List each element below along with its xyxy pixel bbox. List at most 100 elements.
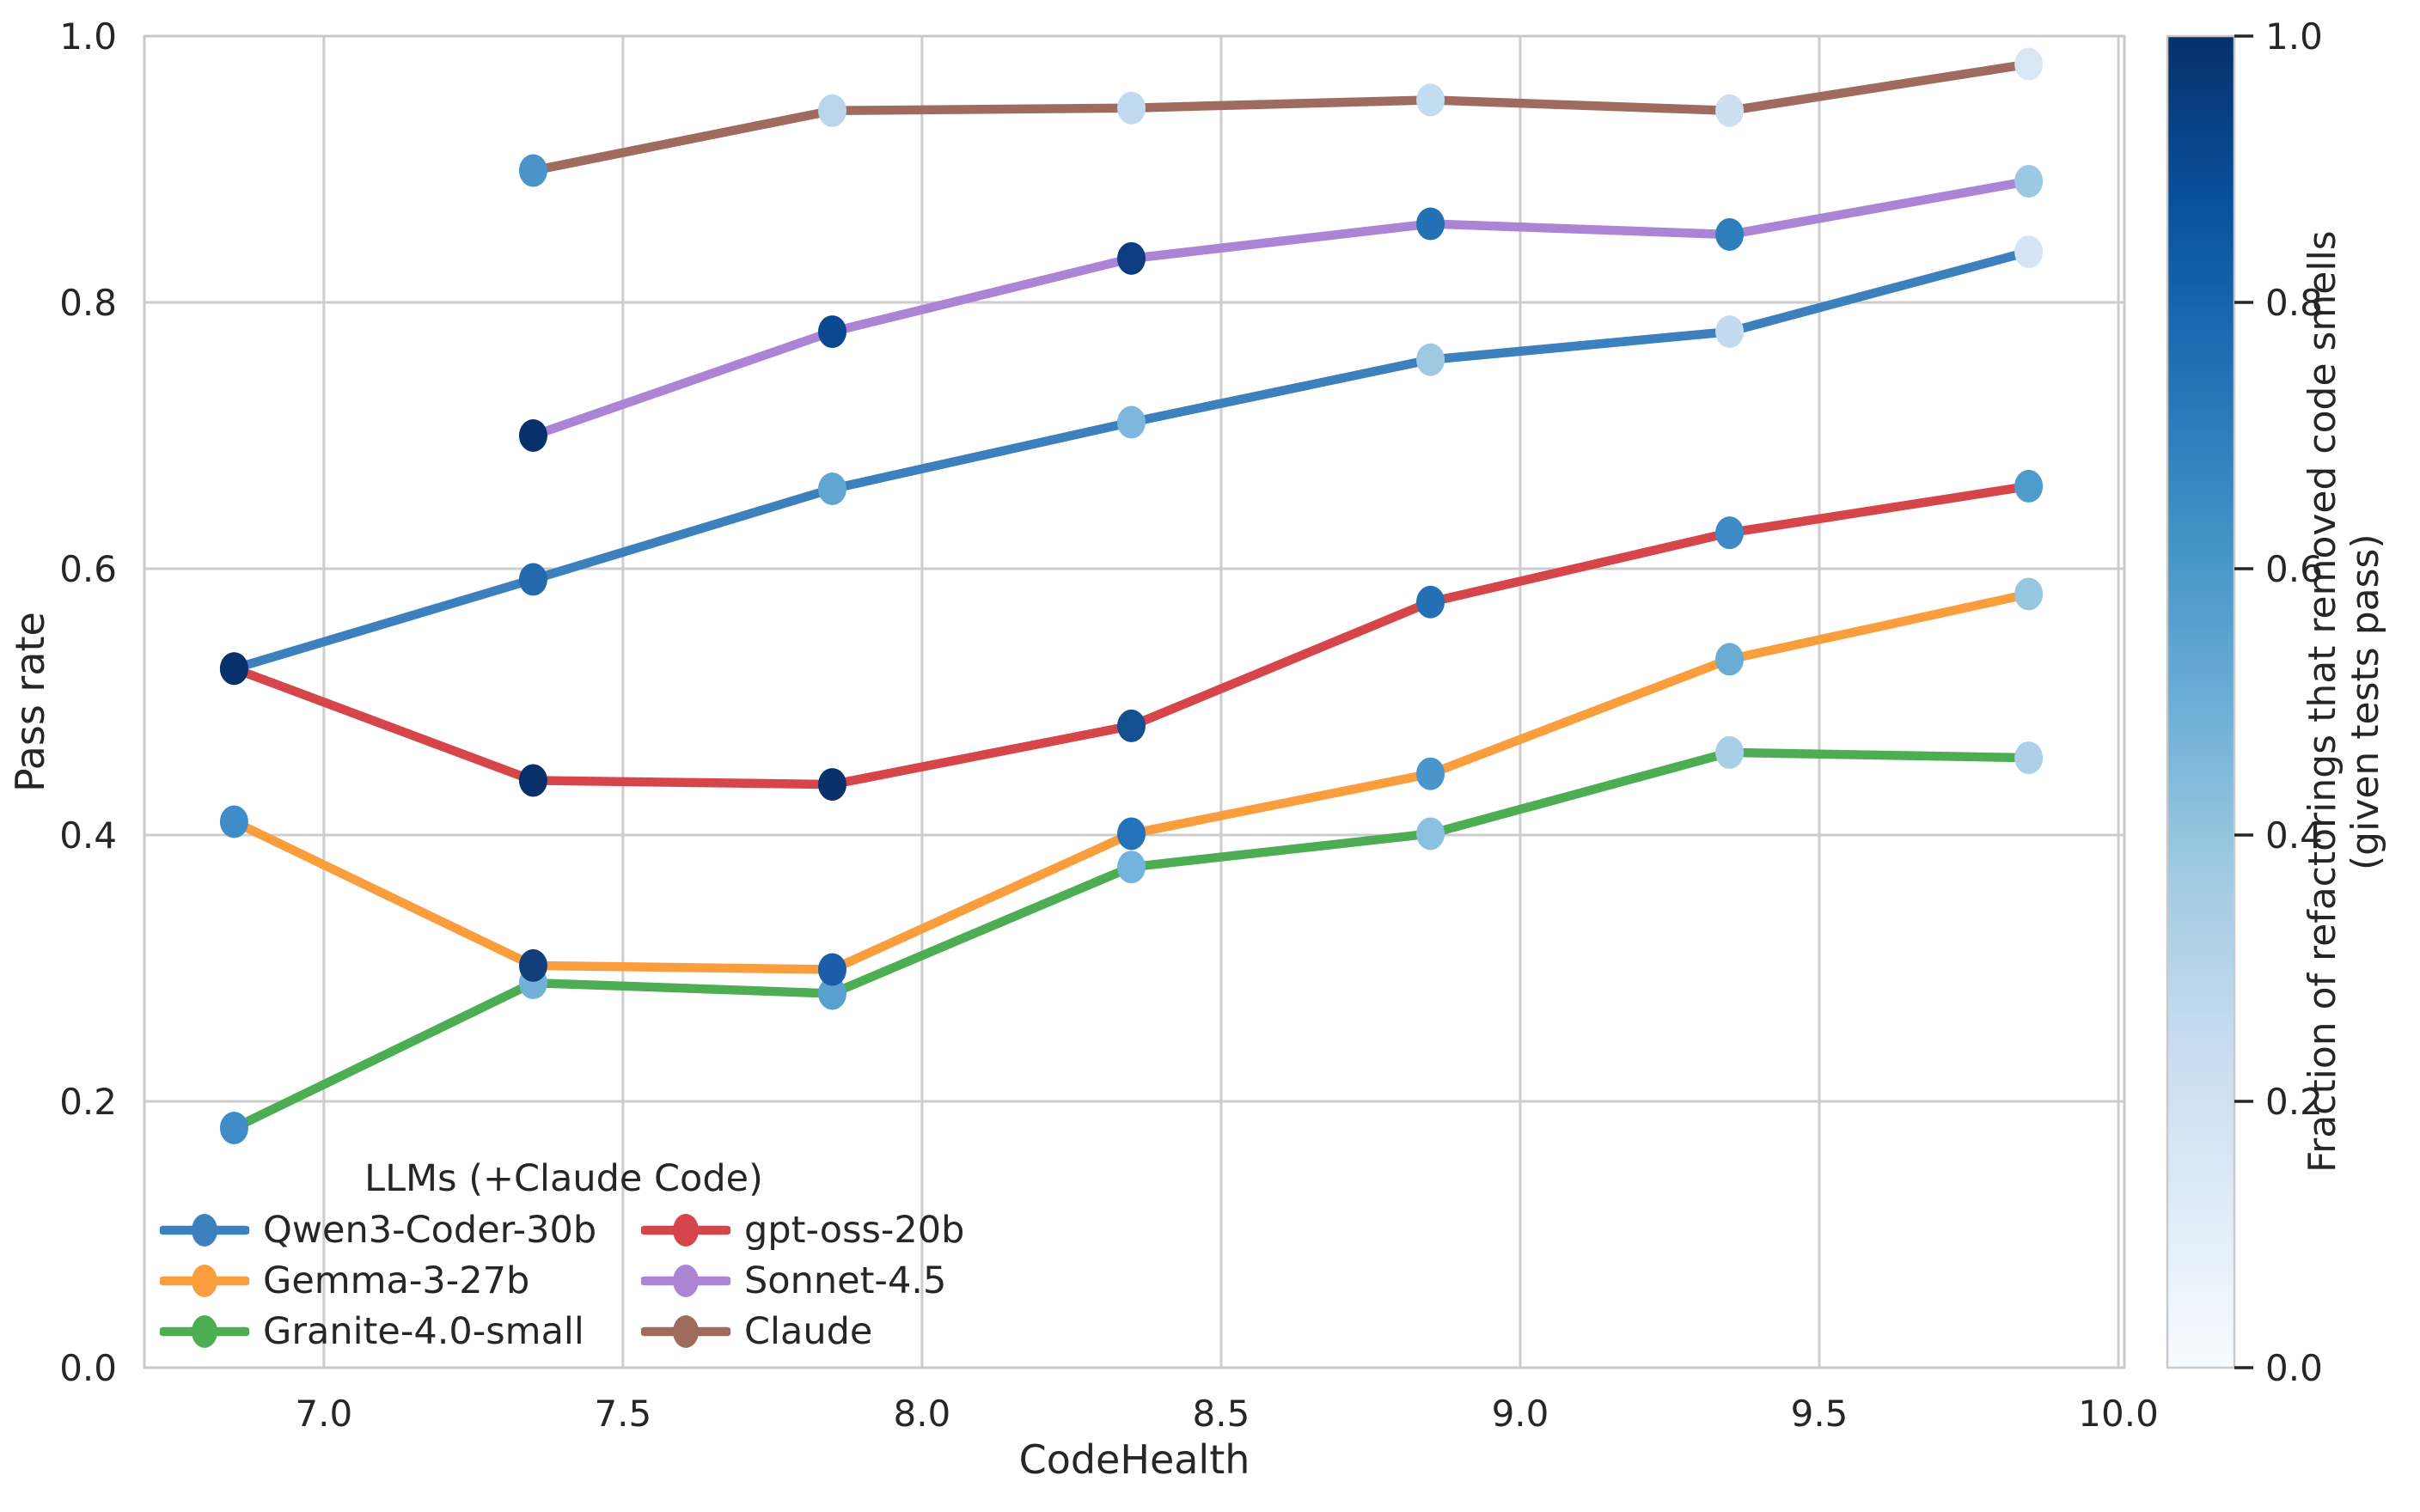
legend-title: LLMs (+Claude Code)	[364, 1157, 763, 1200]
legend-item-gpt-oss-20b: gpt-oss-20b	[641, 1204, 968, 1255]
series-granite-4-0-small	[219, 735, 2044, 1144]
data-point-sonnet-4-5	[1416, 207, 1445, 241]
data-point-qwen3-coder-30b	[518, 563, 547, 596]
data-point-granite-4-0-small	[1715, 735, 1745, 769]
legend-marker-qwen3-coder-30b	[160, 1213, 249, 1247]
legend-marker-gpt-oss-20b	[641, 1213, 730, 1247]
data-point-gemma-3-27b	[2014, 577, 2044, 611]
data-point-claude	[2014, 47, 2044, 81]
legend-item-qwen3-coder-30b: Qwen3-Coder-30b	[160, 1204, 641, 1255]
data-point-granite-4-0-small	[1117, 850, 1146, 884]
data-point-gemma-3-27b	[817, 953, 846, 986]
series-line-granite-4-0-small	[229, 747, 2033, 1133]
data-point-claude	[518, 154, 547, 187]
data-point-gpt-oss-20b	[219, 652, 248, 686]
legend-marker-claude	[641, 1314, 730, 1348]
data-point-claude	[1117, 91, 1146, 125]
data-point-gemma-3-27b	[1416, 757, 1445, 790]
legend-item-gemma-3-27b: Gemma-3-27b	[160, 1255, 641, 1306]
legend-item-label: Granite-4.0-small	[263, 1309, 584, 1353]
colorbar-tick-label: 0.4	[2265, 814, 2323, 857]
x-tick-label: 7.0	[295, 1393, 352, 1435]
data-point-gemma-3-27b	[1715, 643, 1745, 676]
x-tick-label: 7.5	[594, 1393, 651, 1435]
legend-marker-granite-4-0-small	[160, 1314, 249, 1348]
y-tick-label: 0.4	[59, 814, 117, 857]
data-point-gemma-3-27b	[219, 805, 248, 838]
data-point-sonnet-4-5	[1715, 217, 1745, 251]
data-point-claude	[1715, 94, 1745, 127]
legend-item-label: Claude	[744, 1309, 873, 1353]
series-sonnet-4-5	[518, 164, 2044, 452]
y-tick-label: 1.0	[59, 15, 117, 58]
data-point-qwen3-coder-30b	[1117, 405, 1146, 439]
series-line-qwen3-coder-30b	[229, 247, 2033, 674]
legend-item-label: Sonnet-4.5	[744, 1259, 947, 1302]
x-tick-labels: 7.0 7.5 8.0 8.5 9.0 9.5 10.0	[295, 1393, 2158, 1435]
colorbar-ticks: 0.0 0.2 0.4 0.6 0.8 1.0	[2234, 15, 2323, 1389]
colorbar-tick-label: 0.0	[2265, 1347, 2323, 1389]
y-tick-labels: 0.0 0.2 0.4 0.6 0.8 1.0	[59, 15, 117, 1389]
data-point-gpt-oss-20b	[1117, 709, 1146, 742]
series-line-sonnet-4-5	[529, 176, 2033, 441]
data-point-gpt-oss-20b	[817, 768, 846, 802]
plot-border	[143, 34, 2126, 1369]
data-point-granite-4-0-small	[219, 1112, 248, 1144]
data-point-qwen3-coder-30b	[1715, 315, 1745, 349]
x-tick-label: 8.0	[893, 1393, 950, 1435]
legend: LLMs (+Claude Code) Qwen3-Coder-30b gpt-o…	[160, 1156, 968, 1357]
data-point-gpt-oss-20b	[1715, 516, 1745, 550]
x-tick-label: 9.5	[1791, 1393, 1849, 1435]
colorbar-title: Fraction of refactorings that removed co…	[2301, 36, 2387, 1368]
series-gemma-3-27b	[219, 577, 2044, 986]
y-tick-label: 0.8	[59, 282, 117, 324]
data-point-claude	[817, 94, 846, 127]
series-line-gemma-3-27b	[229, 589, 2033, 974]
colorbar-title-line2: (given tests pass)	[2344, 533, 2387, 870]
legend-item-sonnet-4-5: Sonnet-4.5	[641, 1255, 968, 1306]
data-point-gemma-3-27b	[518, 948, 547, 982]
colorbar	[2166, 34, 2236, 1369]
colorbar-tick-label: 0.2	[2265, 1081, 2323, 1123]
data-point-sonnet-4-5	[518, 419, 547, 452]
legend-item-claude: Claude	[641, 1306, 968, 1357]
legend-items: Qwen3-Coder-30b gpt-oss-20b Gemma-3-27b Son…	[160, 1204, 968, 1357]
data-point-granite-4-0-small	[1416, 817, 1445, 850]
data-point-gpt-oss-20b	[1416, 585, 1445, 619]
series-line-claude	[529, 59, 2033, 175]
data-point-sonnet-4-5	[2014, 164, 2044, 198]
x-tick-label: 10.0	[2078, 1393, 2159, 1435]
legend-item-label: Qwen3-Coder-30b	[263, 1208, 597, 1252]
data-point-gpt-oss-20b	[2014, 469, 2044, 503]
x-tick-label: 9.0	[1492, 1393, 1549, 1435]
legend-item-granite-4-0-small: Granite-4.0-small	[160, 1306, 641, 1357]
data-point-sonnet-4-5	[1117, 241, 1146, 275]
y-tick-label: 0.0	[59, 1347, 117, 1389]
data-point-gemma-3-27b	[1117, 817, 1146, 850]
y-tick-label: 0.2	[59, 1081, 117, 1123]
data-point-claude	[1416, 83, 1445, 117]
colorbar-title-line1: Fraction of refactorings that removed co…	[2301, 230, 2344, 1174]
series-claude	[518, 47, 2044, 187]
legend-item-label: gpt-oss-20b	[744, 1208, 965, 1252]
series-gpt-oss-20b	[219, 469, 2044, 802]
data-point-qwen3-coder-30b	[1416, 343, 1445, 376]
y-tick-label: 0.6	[59, 548, 117, 590]
colorbar-tick-label: 0.6	[2265, 548, 2323, 590]
y-axis-title: Pass rate	[7, 612, 53, 792]
x-tick-label: 8.5	[1193, 1393, 1250, 1435]
data-point-granite-4-0-small	[817, 977, 846, 1010]
data-point-sonnet-4-5	[817, 315, 846, 349]
legend-item-label: Gemma-3-27b	[263, 1259, 530, 1302]
x-axis-title: CodeHealth	[1018, 1436, 1250, 1483]
legend-marker-gemma-3-27b	[160, 1264, 249, 1297]
data-point-qwen3-coder-30b	[2014, 235, 2044, 269]
colorbar-tick-label: 1.0	[2265, 15, 2323, 58]
colorbar-tick-label: 0.8	[2265, 282, 2323, 324]
data-point-granite-4-0-small	[2014, 741, 2044, 775]
data-point-qwen3-coder-30b	[817, 472, 846, 505]
data-point-gpt-oss-20b	[518, 764, 547, 797]
legend-marker-sonnet-4-5	[641, 1264, 730, 1297]
